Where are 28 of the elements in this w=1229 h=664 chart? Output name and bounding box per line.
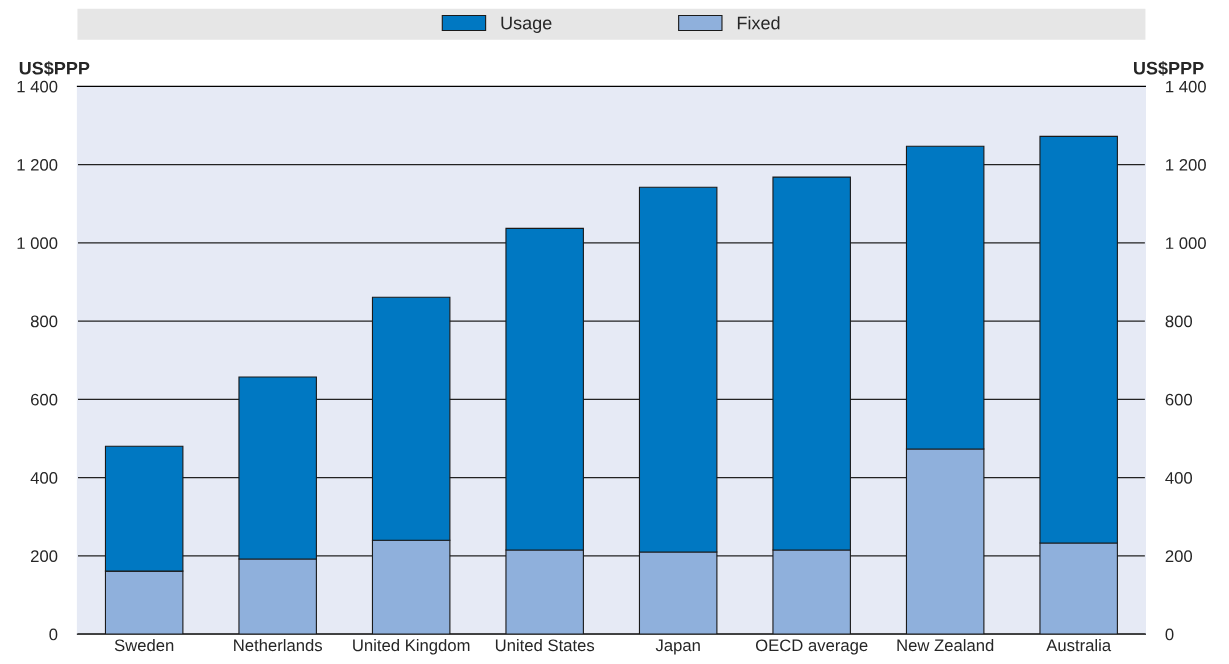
legend-label: Usage	[501, 16, 552, 33]
y-tick-label: 1 200	[17, 158, 58, 171]
x-tick-label: New Zealand	[897, 638, 994, 652]
y2-tick-label: 0	[1165, 628, 1174, 641]
y-tick-label: 200	[31, 550, 58, 563]
y2-tick-label: 1 000	[1166, 237, 1206, 250]
y-axis-title: US$PPP	[19, 60, 90, 76]
y-tick-label: 1 400	[17, 80, 58, 93]
x-tick-label: Japan	[655, 639, 700, 655]
y-tick-label: 600	[31, 393, 58, 406]
y-tick-label: 1 000	[17, 237, 58, 250]
x-tick-label: Australia	[1046, 638, 1112, 652]
y2-tick-label: 200	[1165, 550, 1193, 563]
y2-axis-title: US$PPP	[1134, 60, 1204, 76]
x-tick-label: Sweden	[114, 638, 174, 652]
y2-tick-label: 1 200	[1166, 158, 1206, 171]
legend-label: Fixed	[737, 16, 780, 30]
y-tick-label: 0	[49, 628, 58, 641]
x-tick-label: United Kingdom	[353, 638, 470, 655]
y2-tick-label: 800	[1165, 315, 1193, 328]
x-tick-label: United States	[495, 638, 595, 652]
y-tick-label: 400	[30, 472, 58, 484]
x-tick-label: Netherlands	[234, 638, 323, 652]
y-tick-label: 800	[30, 315, 58, 328]
y2-tick-label: 1 400	[1166, 80, 1206, 93]
y2-tick-label: 400	[1165, 472, 1193, 484]
x-tick-label: OECD average	[755, 639, 868, 655]
y2-tick-label: 600	[1165, 393, 1193, 406]
